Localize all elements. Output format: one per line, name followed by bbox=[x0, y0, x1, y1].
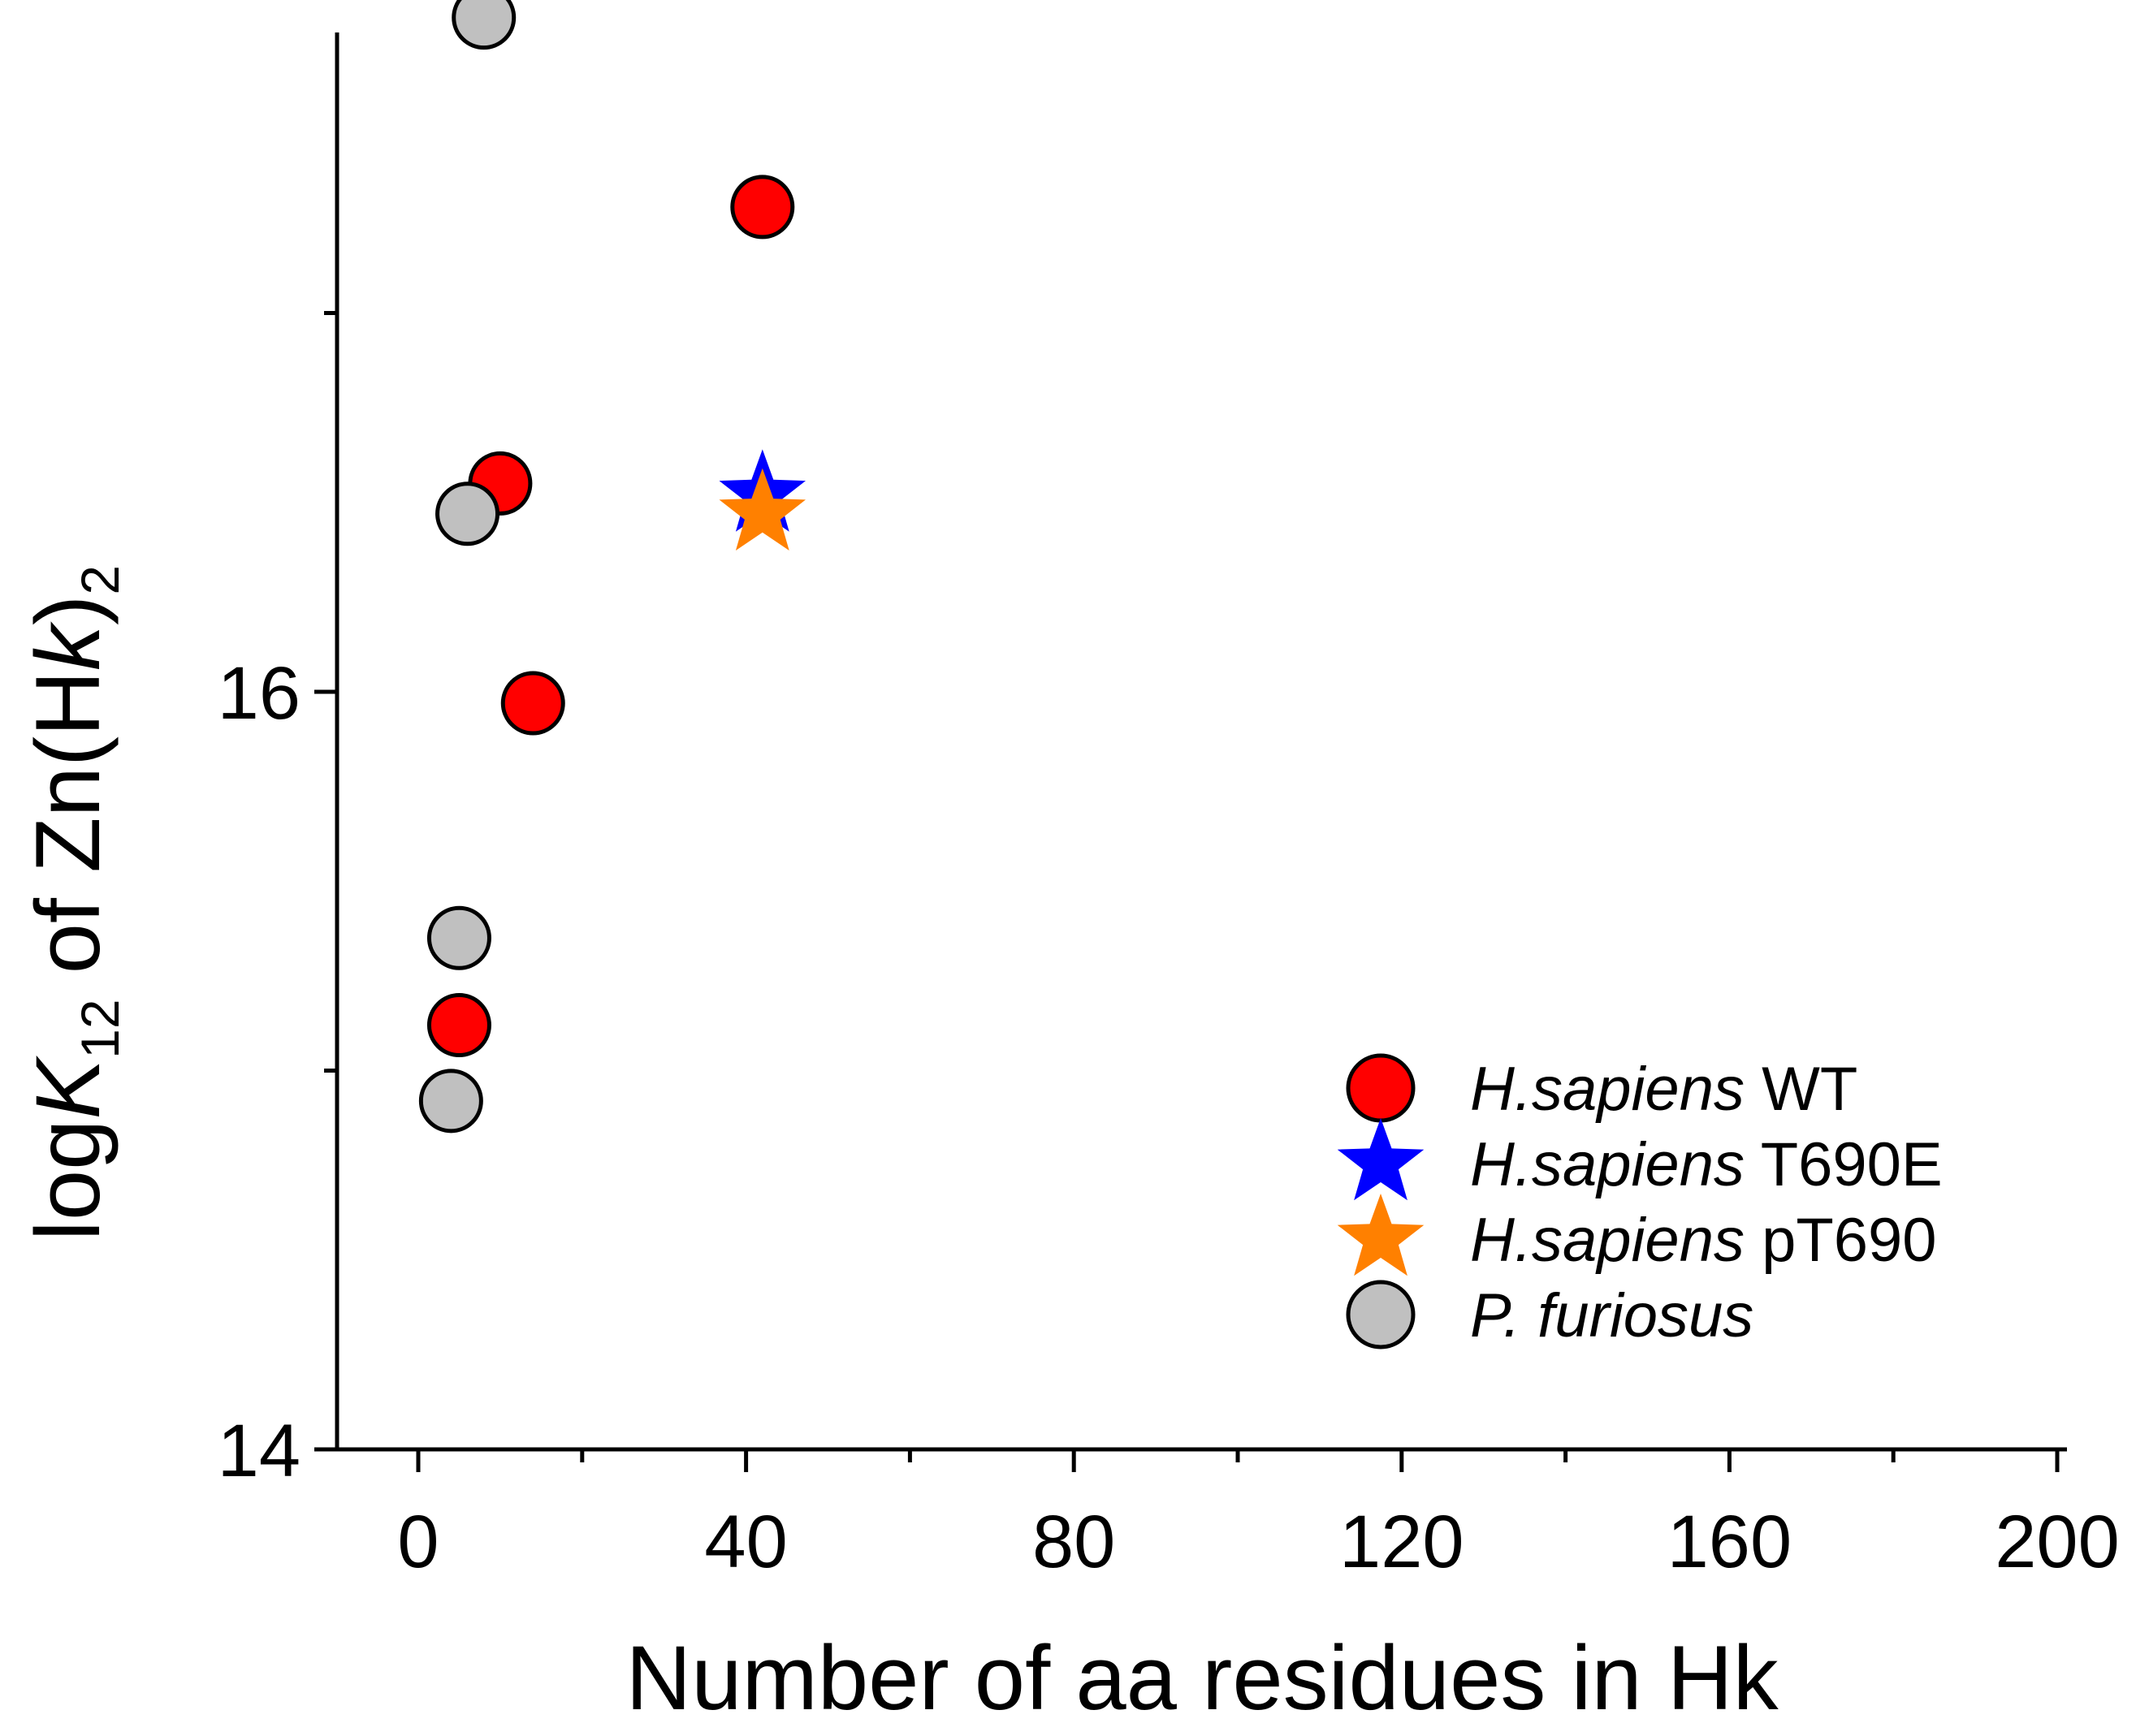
y-label-middle: of Zn(H bbox=[17, 671, 119, 1000]
legend-marker bbox=[1346, 1280, 1416, 1350]
x-tick-label: 40 bbox=[704, 1501, 787, 1583]
data-point bbox=[730, 175, 795, 240]
y-label-sub2: 2 bbox=[70, 565, 130, 595]
y-tick-label: 14 bbox=[218, 1410, 301, 1492]
data-point bbox=[719, 468, 806, 551]
x-tick-label: 0 bbox=[397, 1501, 439, 1583]
x-tick-label: 120 bbox=[1339, 1501, 1464, 1583]
legend-label: H.sapiens pT690 bbox=[1470, 1206, 1937, 1275]
legend-marker bbox=[1337, 1194, 1425, 1276]
x-tick-label: 200 bbox=[1995, 1501, 2120, 1583]
x-axis-label: Number of aa residues in Hk bbox=[625, 1627, 1779, 1729]
data-point bbox=[435, 482, 500, 546]
legend-item: H.sapiens pT690 bbox=[1337, 1194, 1937, 1276]
series-h-sapiens-pt690 bbox=[719, 468, 806, 551]
series-h-sapiens-wt bbox=[426, 175, 795, 1058]
legend-item: H.sapiens T690E bbox=[1337, 1118, 1943, 1201]
legend-item: H.sapiens WT bbox=[1346, 1053, 1857, 1124]
y-tick-label: 16 bbox=[218, 652, 301, 735]
axes: 0408012016020014161820 bbox=[218, 32, 2120, 1583]
y-label-k: K bbox=[17, 1056, 119, 1120]
legend-item: P. furiosus bbox=[1346, 1280, 1753, 1350]
data-point bbox=[500, 671, 565, 736]
legend-label: H.sapiens WT bbox=[1470, 1055, 1857, 1124]
x-tick-label: 80 bbox=[1032, 1501, 1115, 1583]
data-point bbox=[452, 0, 517, 50]
data-point bbox=[418, 1069, 483, 1134]
series-p-furiosus bbox=[418, 0, 517, 1134]
x-tick-label: 160 bbox=[1667, 1501, 1792, 1583]
legend-label: P. furiosus bbox=[1470, 1281, 1753, 1350]
data-point bbox=[426, 905, 491, 970]
series-h-sapiens-t690e bbox=[719, 449, 806, 532]
plot-area bbox=[418, 0, 806, 1134]
y-label-kappa: k bbox=[17, 621, 119, 671]
legend-marker bbox=[1337, 1118, 1425, 1201]
legend-label: H.sapiens T690E bbox=[1470, 1130, 1943, 1199]
y-label-log: log bbox=[17, 1120, 119, 1241]
data-point bbox=[426, 993, 491, 1058]
y-label-close: ) bbox=[17, 595, 119, 625]
y-label-sub12: 12 bbox=[70, 999, 130, 1058]
y-axis-label: logK12 of Zn(Hk)2 bbox=[17, 565, 130, 1241]
legend-marker bbox=[1346, 1053, 1416, 1123]
legend: H.sapiens WTH.sapiens T690E H.sapiens pT6… bbox=[1337, 1053, 1943, 1350]
